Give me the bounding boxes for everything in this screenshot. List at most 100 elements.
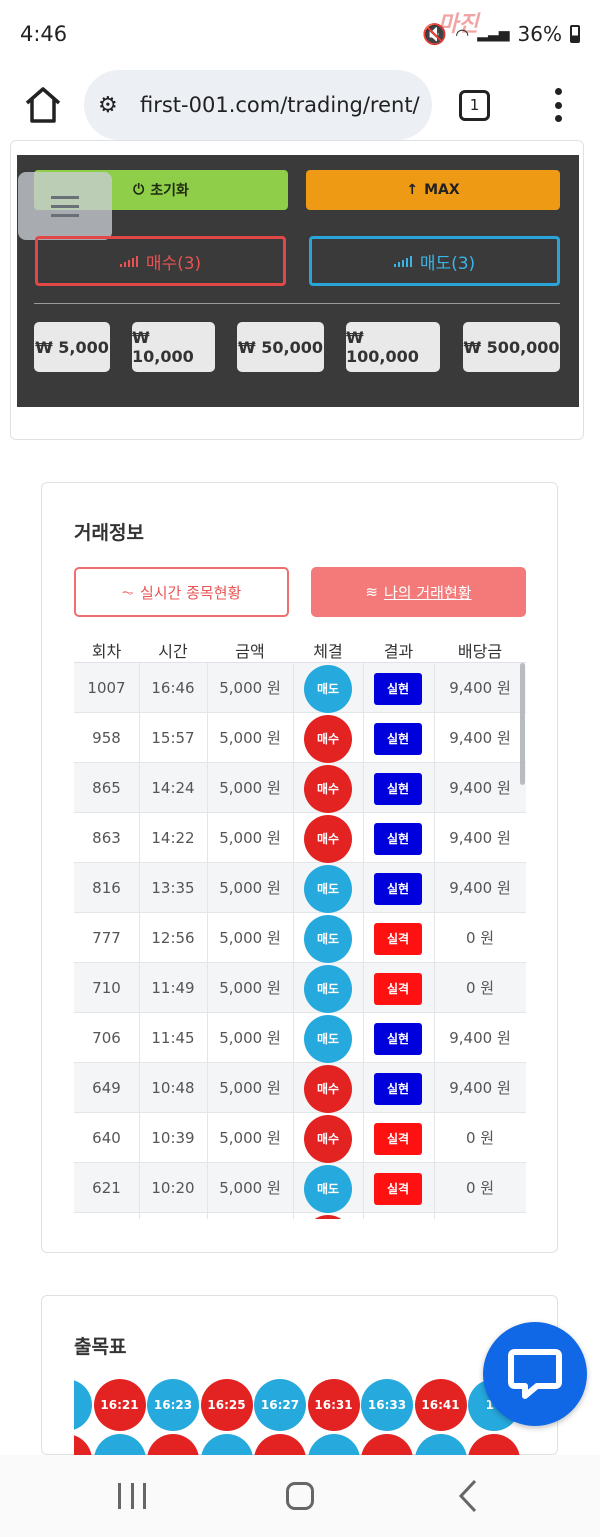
tab-live-label: 실시간 종목현황 bbox=[139, 583, 242, 602]
result-badge: 실현 bbox=[374, 823, 422, 855]
battery-icon bbox=[570, 25, 580, 43]
arrow-up-icon: ↑ bbox=[406, 182, 419, 198]
column-divider bbox=[293, 663, 294, 1219]
col-header-time: 시간 bbox=[158, 642, 188, 661]
buy-label: 매수(3) bbox=[145, 253, 202, 274]
result-badge: 실현 bbox=[374, 1023, 422, 1055]
max-button[interactable]: ↑ MAX bbox=[306, 170, 560, 210]
table-row: 865 14:24 5,000 원 매수 실현 9,400 원 bbox=[74, 763, 526, 813]
sell-button[interactable]: 매도(3) bbox=[309, 236, 560, 286]
tab-live-status[interactable]: ⏦ 실시간 종목현황 bbox=[74, 567, 289, 617]
schedule-chip[interactable]: 16:23 bbox=[147, 1379, 199, 1431]
cell-time: 11:45 bbox=[151, 1029, 195, 1047]
floating-menu-button[interactable] bbox=[18, 172, 112, 240]
schedule-chip-row2[interactable] bbox=[307, 1434, 360, 1455]
schedule-chip[interactable]: 16:41 bbox=[414, 1379, 467, 1431]
tab-switcher-button[interactable]: 1 bbox=[459, 90, 490, 121]
table-row: 1007 16:46 5,000 원 매도 실현 9,400 원 bbox=[74, 663, 526, 713]
signal-bars-icon bbox=[393, 255, 412, 267]
cell-amount: 5,000 원 bbox=[219, 1179, 281, 1197]
schedule-chip[interactable]: 16:31 bbox=[307, 1379, 360, 1431]
schedule-chip-row2[interactable] bbox=[468, 1434, 520, 1455]
schedule-chip-row2[interactable] bbox=[93, 1434, 146, 1455]
cell-amount: 5,000 원 bbox=[219, 729, 281, 747]
side-badge: 매수 bbox=[304, 1115, 352, 1163]
schedule-chip-row2[interactable] bbox=[361, 1434, 413, 1455]
browser-menu-button[interactable] bbox=[552, 88, 564, 122]
signal-icon: ▂▃▅ bbox=[477, 26, 510, 42]
cell-payout: 9,400 원 bbox=[449, 879, 511, 897]
cell-payout: 0 원 bbox=[465, 1179, 495, 1197]
cell-payout: 9,400 원 bbox=[449, 779, 511, 797]
table-row: 640 10:39 5,000 원 매수 실격 0 원 bbox=[74, 1113, 526, 1163]
buy-button[interactable]: 매수(3) bbox=[35, 236, 286, 286]
amount-button-500000[interactable]: ₩ 500,000 bbox=[463, 322, 560, 372]
amount-button-10000[interactable]: ₩ 10,000 bbox=[132, 322, 215, 372]
schedule-chip-row2[interactable] bbox=[254, 1434, 306, 1455]
amount-button-100000[interactable]: ₩ 100,000 bbox=[346, 322, 440, 372]
table-row: 816 13:35 5,000 원 매도 실현 9,400 원 bbox=[74, 863, 526, 913]
side-badge: 매도 bbox=[304, 865, 352, 913]
schedule-chip[interactable]: 20 bbox=[74, 1379, 92, 1431]
cell-amount: 5,000 원 bbox=[219, 1079, 281, 1097]
back-button[interactable] bbox=[458, 1479, 478, 1513]
cell-round: 777 bbox=[92, 929, 121, 947]
site-settings-icon[interactable]: ⚙ bbox=[98, 92, 118, 118]
status-bar: 4:46 마진 🔇 ◠ ▂▃▅ 36% bbox=[0, 0, 600, 70]
tab-mine-label: 나의 거래현황 bbox=[384, 583, 472, 602]
home-nav-button[interactable] bbox=[286, 1482, 314, 1510]
side-badge: 매수 bbox=[304, 815, 352, 863]
amount-button-5000[interactable]: ₩ 5,000 bbox=[34, 322, 110, 372]
cell-amount: 5,000 원 bbox=[219, 979, 281, 997]
result-badge: 실격 bbox=[374, 973, 422, 1005]
cell-time: 11:49 bbox=[151, 979, 195, 997]
cell-payout: 9,400 원 bbox=[449, 1079, 511, 1097]
cell-amount: 5,000 원 bbox=[219, 779, 281, 797]
trade-history-table[interactable]: 1007 16:46 5,000 원 매도 실현 9,400 원 958 15:57 5,000… bbox=[74, 662, 526, 1219]
home-button[interactable] bbox=[24, 85, 62, 125]
cell-amount: 5,000 원 bbox=[219, 1029, 281, 1047]
table-row: 958 15:57 5,000 원 매수 실현 9,400 원 bbox=[74, 713, 526, 763]
cell-payout: 9,400 원 bbox=[449, 729, 511, 747]
back-chevron-icon bbox=[458, 1479, 477, 1513]
cell-payout: 9,400 원 bbox=[449, 1029, 511, 1047]
system-nav-bar bbox=[0, 1455, 600, 1537]
table-row: 706 11:45 5,000 원 매도 실현 9,400 원 bbox=[74, 1013, 526, 1063]
col-header-round: 회차 bbox=[91, 642, 122, 661]
schedule-chip-row2[interactable] bbox=[200, 1434, 253, 1455]
cell-round: 863 bbox=[92, 829, 121, 847]
tab-my-trades[interactable]: ≋ 나의 거래현황 bbox=[311, 567, 526, 617]
cell-time: 14:22 bbox=[151, 829, 195, 847]
side-badge: 매수 bbox=[304, 1065, 352, 1113]
chat-button[interactable] bbox=[483, 1322, 587, 1426]
schedule-chip[interactable]: 16:33 bbox=[361, 1379, 413, 1431]
amount-button-50000[interactable]: ₩ 50,000 bbox=[237, 322, 324, 372]
cell-time: 15:57 bbox=[151, 729, 195, 747]
cell-amount: 5,000 원 bbox=[219, 879, 281, 897]
recent-apps-button[interactable] bbox=[118, 1483, 146, 1509]
schedule-chip[interactable]: 16:27 bbox=[254, 1379, 306, 1431]
schedule-chip-row2[interactable] bbox=[74, 1434, 92, 1455]
schedule-chip[interactable]: 16:25 bbox=[200, 1379, 253, 1431]
cell-time: 10:20 bbox=[151, 1179, 195, 1197]
cell-time: 13:35 bbox=[151, 879, 195, 897]
schedule-chip-row2[interactable] bbox=[414, 1434, 467, 1455]
cell-amount: 5,000 원 bbox=[219, 829, 281, 847]
result-badge: 실현 bbox=[374, 773, 422, 805]
table-scrollbar[interactable] bbox=[520, 663, 525, 785]
schedule-title: 출목표 bbox=[74, 1336, 127, 1358]
cell-payout: 0 원 bbox=[465, 1129, 495, 1147]
cell-payout: 0 원 bbox=[465, 979, 495, 997]
table-row: 621 10:20 5,000 원 매도 실격 0 원 bbox=[74, 1163, 526, 1213]
address-bar[interactable]: ⚙ first-001.com/trading/rent/b bbox=[84, 70, 432, 140]
waves-icon: ≋ bbox=[365, 583, 378, 601]
schedule-chip[interactable]: 16:21 bbox=[93, 1379, 146, 1431]
max-label: MAX bbox=[424, 182, 460, 198]
sell-label: 매도(3) bbox=[419, 253, 476, 274]
result-badge: 실현 bbox=[374, 873, 422, 905]
cell-round: 649 bbox=[92, 1079, 121, 1097]
hamburger-icon bbox=[51, 195, 79, 199]
battery-percent: 36% bbox=[517, 22, 562, 46]
schedule-chip-row2[interactable] bbox=[147, 1434, 199, 1455]
